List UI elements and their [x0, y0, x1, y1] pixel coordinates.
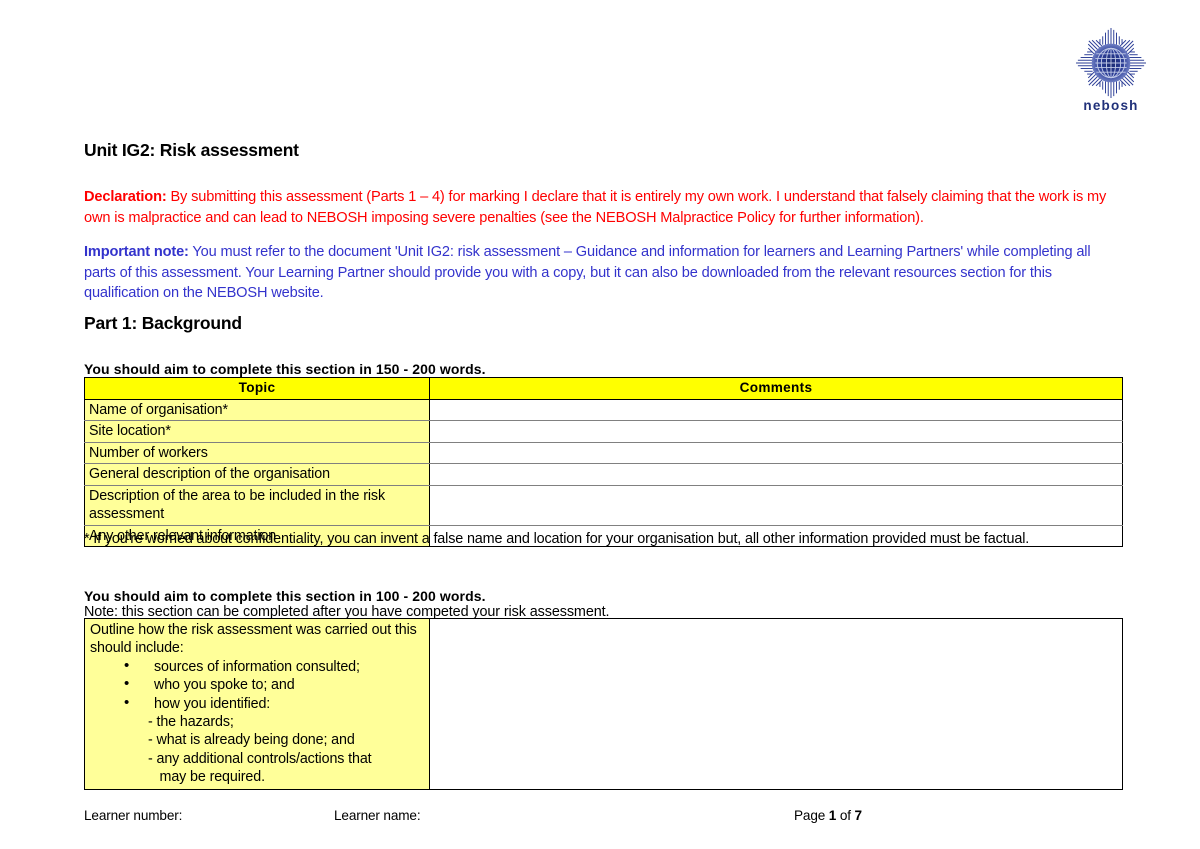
- list-item: who you spoke to; and: [124, 675, 423, 694]
- important-note-label: Important note:: [84, 244, 189, 260]
- row-label-general-description: General description of the organisation: [84, 463, 430, 486]
- nebosh-wordmark: nebosh: [1083, 98, 1139, 113]
- page-title: Unit IG2: Risk assessment: [84, 140, 299, 160]
- page-total: 7: [854, 808, 863, 823]
- method-table: Outline how the risk assessment was carr…: [84, 618, 1123, 790]
- table-row: General description of the organisation: [84, 463, 1123, 486]
- comment-field-any-other-information[interactable]: [429, 524, 1123, 547]
- page-number: Page 1 of 7: [794, 808, 862, 823]
- section-heading-part1: Part 1: Background: [84, 313, 242, 333]
- page-middle: of: [836, 808, 855, 823]
- outline-answer-field[interactable]: [429, 618, 1123, 790]
- declaration-paragraph: Declaration: By submitting this assessme…: [84, 187, 1122, 228]
- column-header-comments: Comments: [429, 377, 1123, 400]
- nebosh-globe-burst-icon: [1076, 28, 1146, 98]
- row-label-number-of-workers: Number of workers: [84, 441, 430, 464]
- word-count-guidance-1: You should aim to complete this section …: [84, 361, 486, 377]
- table-row: Number of workers: [84, 441, 1123, 464]
- important-note-paragraph: Important note: You must refer to the do…: [84, 242, 1122, 304]
- page-current: 1: [828, 808, 837, 823]
- column-header-topic: Topic: [84, 377, 430, 400]
- outline-instructions-cell: Outline how the risk assessment was carr…: [84, 618, 430, 790]
- comment-field-description-of-area[interactable]: [429, 484, 1123, 526]
- learner-number-label: Learner number:: [84, 808, 183, 823]
- row-label-any-other-information: Any other relevant information: [84, 524, 430, 547]
- important-note-text: You must refer to the document 'Unit IG2…: [84, 244, 1091, 301]
- row-label-site-location: Site location*: [84, 420, 430, 443]
- comment-field-name-of-organisation[interactable]: [429, 398, 1123, 421]
- declaration-label: Declaration:: [84, 189, 167, 205]
- outline-intro-text: Outline how the risk assessment was carr…: [90, 622, 417, 657]
- declaration-text: By submitting this assessment (Parts 1 –…: [84, 189, 1107, 226]
- background-table: Topic Comments Name of organisation* Sit…: [84, 377, 1123, 547]
- table-row: Outline how the risk assessment was carr…: [84, 618, 1123, 790]
- table-row: Name of organisation*: [84, 398, 1123, 421]
- table-row: Description of the area to be included i…: [84, 484, 1123, 526]
- row-label-name-of-organisation: Name of organisation*: [84, 398, 430, 421]
- list-item: may be required.: [148, 769, 265, 786]
- word-count-guidance-2: You should aim to complete this section …: [84, 588, 486, 604]
- list-item: sources of information consulted;: [124, 657, 423, 676]
- outline-bullet-list: sources of information consulted; who yo…: [90, 657, 423, 713]
- table-row: Site location*: [84, 420, 1123, 443]
- nebosh-logo: nebosh: [1046, 26, 1176, 122]
- table-row: Any other relevant information: [84, 524, 1123, 547]
- list-item: how you identified:: [124, 694, 423, 713]
- table-header-row: Topic Comments: [84, 377, 1123, 400]
- outline-sub-list: - the hazards; - what is already being d…: [90, 713, 423, 787]
- comment-field-site-location[interactable]: [429, 420, 1123, 443]
- section-note: Note: this section can be completed afte…: [84, 604, 610, 620]
- list-item: - any additional controls/actions that: [148, 750, 372, 767]
- learner-name-label: Learner name:: [334, 808, 421, 823]
- page-prefix: Page: [794, 808, 829, 823]
- comment-field-general-description[interactable]: [429, 463, 1123, 486]
- list-item: - what is already being done; and: [148, 732, 355, 749]
- comment-field-number-of-workers[interactable]: [429, 441, 1123, 464]
- confidentiality-footnote: * If you're worried about confidentialit…: [84, 531, 1030, 547]
- list-item: - the hazards;: [148, 714, 234, 731]
- row-label-description-of-area: Description of the area to be included i…: [84, 484, 430, 526]
